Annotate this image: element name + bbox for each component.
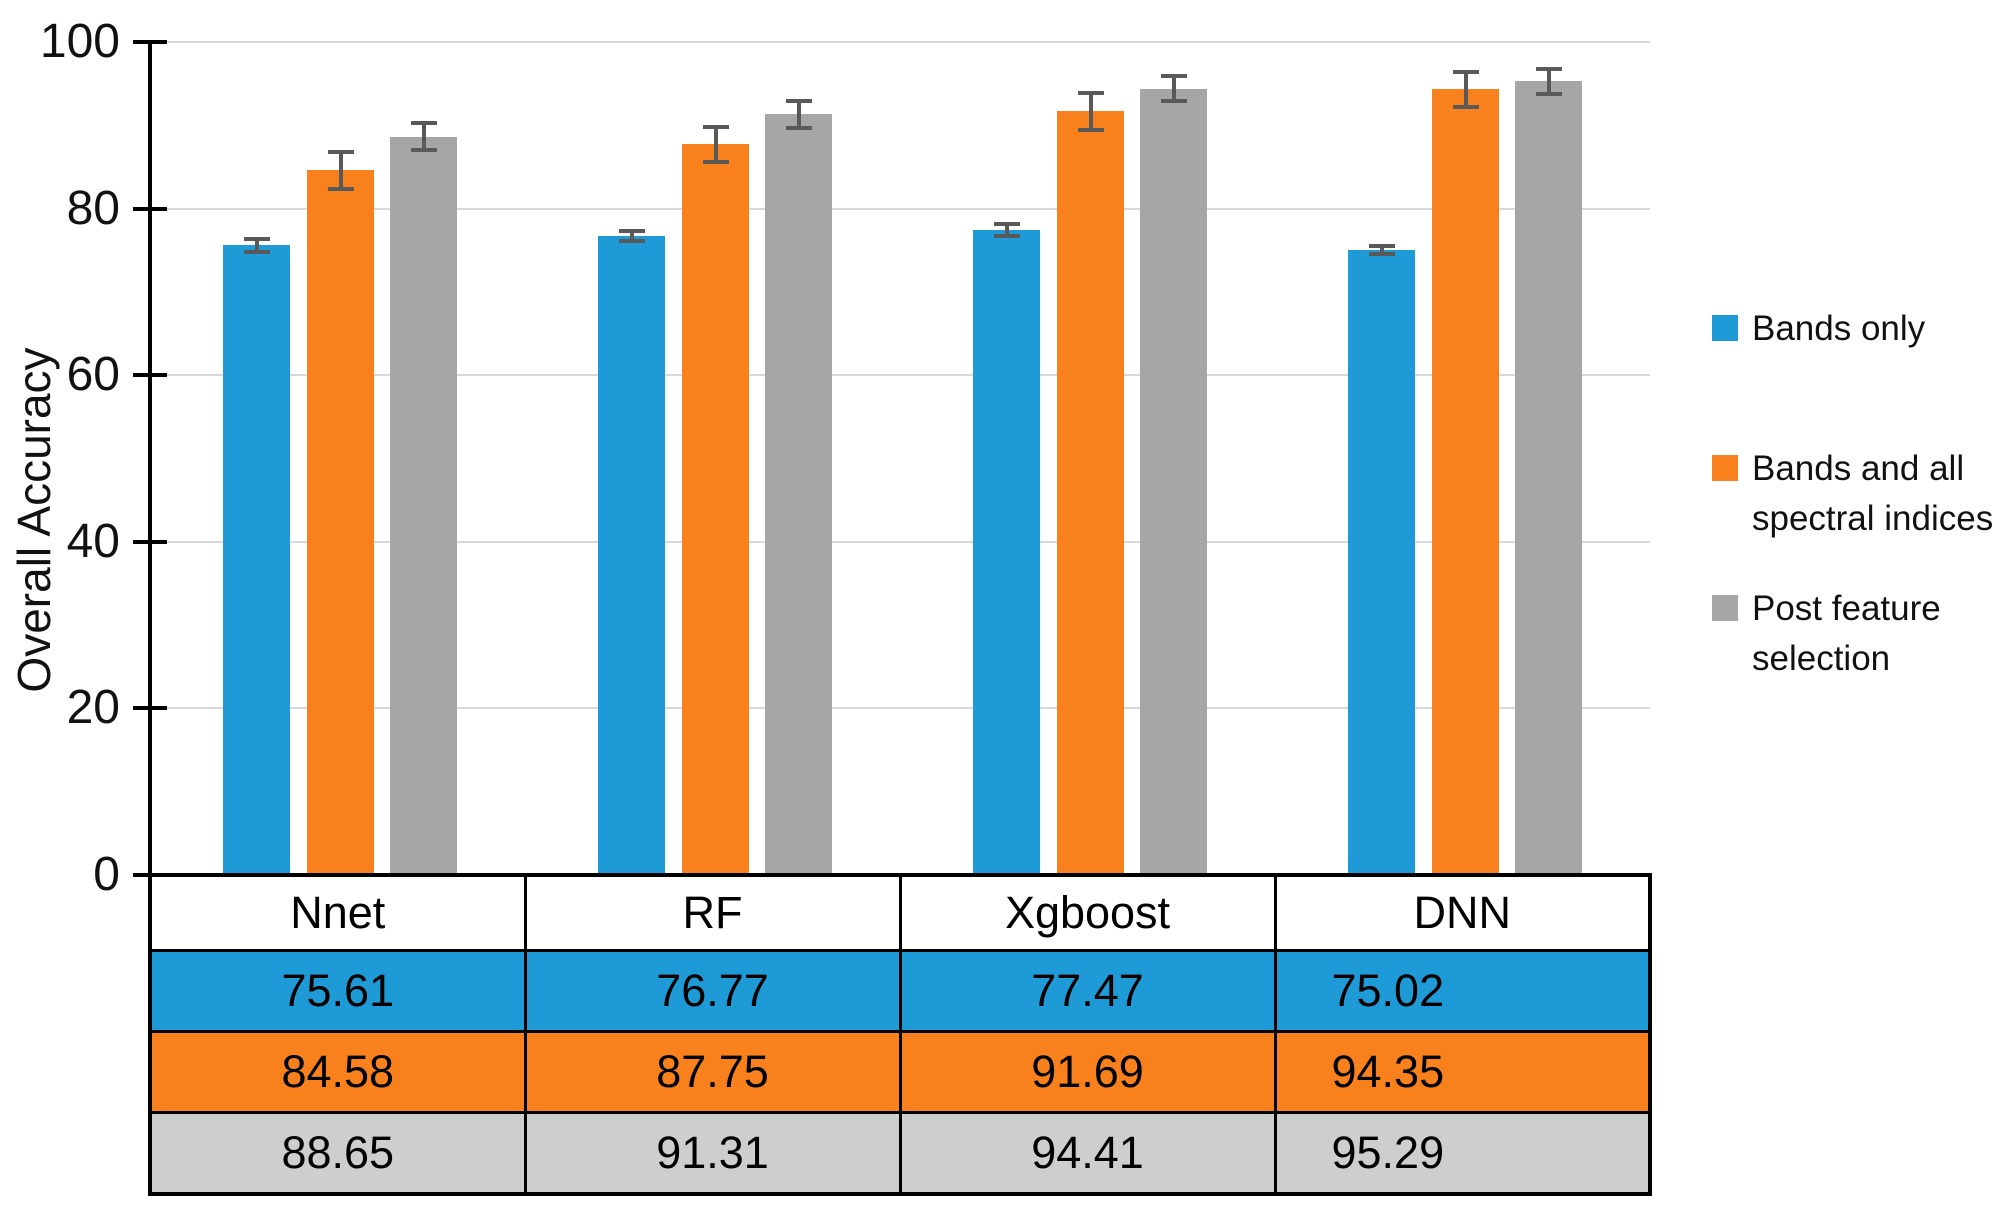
table-cell: 94.41 <box>898 1111 1277 1196</box>
error-bar-cap <box>618 228 645 233</box>
error-bar <box>629 230 634 241</box>
data-table-header: Nnet RF Xgboost DNN <box>148 873 1652 952</box>
error-bar-cap <box>702 159 729 164</box>
error-bar-cap <box>618 238 645 243</box>
table-cell: 77.47 <box>898 949 1277 1033</box>
table-cell: 75.02 <box>1273 949 1652 1033</box>
error-bar <box>1463 71 1468 107</box>
error-bar <box>1379 245 1384 255</box>
table-cell: 94.35 <box>1273 1030 1652 1114</box>
error-bar-cap <box>1452 104 1479 109</box>
bar <box>1140 88 1207 875</box>
error-bar-cap <box>1452 69 1479 74</box>
y-axis-tick-label: 20 <box>66 681 120 735</box>
error-bar-cap <box>1535 91 1562 96</box>
error-bar-cap <box>243 236 270 241</box>
table-cell: 87.75 <box>523 1030 902 1114</box>
bar <box>973 229 1040 875</box>
gridline <box>150 540 1650 543</box>
legend-label: Post feature selection <box>1752 589 1941 678</box>
error-bar <box>421 123 426 150</box>
error-bar-cap <box>993 233 1020 238</box>
bar <box>1348 250 1415 875</box>
error-bar <box>1088 92 1093 130</box>
error-bar-cap <box>243 249 270 254</box>
data-table-body: 75.61 76.77 77.47 75.02 84.58 87.75 91.69 94.35… <box>148 949 1652 1196</box>
table-cell: 75.61 <box>148 949 527 1033</box>
y-axis-tick <box>133 706 167 711</box>
table-header-cell: RF <box>523 873 902 952</box>
legend-item: Bands and all spectral indices <box>1712 444 1993 544</box>
error-bar-cap <box>993 221 1020 226</box>
bar <box>1432 89 1499 875</box>
data-table-wrap: Nnet RF Xgboost DNN 75.61 76.77 77.47 75.02 84.… <box>148 873 1652 1196</box>
bar <box>598 235 665 875</box>
table-row: 88.65 91.31 94.41 95.29 <box>148 1111 1652 1196</box>
table-header-cell: DNN <box>1273 873 1652 952</box>
bar <box>765 114 832 875</box>
table-row: 75.61 76.77 77.47 75.02 <box>148 949 1652 1033</box>
table-cell: 91.69 <box>898 1030 1277 1114</box>
table-cell: 91.31 <box>523 1111 902 1196</box>
error-bar <box>254 238 259 252</box>
error-bar-cap <box>1160 99 1187 104</box>
bar <box>390 136 457 875</box>
bar <box>307 170 374 875</box>
y-axis-tick-label: 100 <box>39 15 120 68</box>
error-bar-cap <box>1160 74 1187 79</box>
error-bar-cap <box>1368 243 1395 248</box>
y-axis-tick-label: 40 <box>66 514 120 568</box>
table-row: 84.58 87.75 91.69 94.35 <box>148 1030 1652 1114</box>
table-header-cell: Xgboost <box>898 873 1277 952</box>
error-bar-cap <box>1077 127 1104 132</box>
legend-swatch-icon <box>1712 315 1738 341</box>
error-bar-cap <box>785 99 812 104</box>
error-bar-cap <box>702 124 729 129</box>
table-header-cell: Nnet <box>148 873 527 952</box>
gridline <box>150 374 1650 377</box>
y-axis-tick-label: 0 <box>93 848 120 901</box>
y-axis-tick <box>133 206 167 211</box>
y-axis-tick-label: 60 <box>66 348 120 402</box>
y-axis-tick <box>133 539 167 544</box>
error-bar <box>713 126 718 162</box>
error-bar-cap <box>785 125 812 130</box>
table-cell: 88.65 <box>148 1111 527 1196</box>
table-cell: 84.58 <box>148 1030 527 1114</box>
error-bar <box>796 101 801 128</box>
legend-label: Bands and all spectral indices <box>1752 449 1994 538</box>
table-cell: 95.29 <box>1273 1111 1652 1196</box>
y-axis-line <box>148 40 152 875</box>
error-bar <box>1171 76 1176 102</box>
bar <box>1057 111 1124 875</box>
gridline <box>150 41 1650 43</box>
error-bar-cap <box>1077 90 1104 95</box>
data-table: Nnet RF Xgboost DNN 75.61 76.77 77.47 75.02 84.… <box>148 873 1652 1196</box>
error-bar-cap <box>410 147 437 152</box>
y-axis-tick <box>133 373 167 378</box>
bar <box>682 144 749 875</box>
legend-swatch-icon <box>1712 595 1738 621</box>
gridline <box>150 707 1650 710</box>
error-bar-cap <box>1535 66 1562 71</box>
legend-item: Bands only <box>1712 304 1925 354</box>
error-bar <box>1004 223 1009 236</box>
legend-swatch-icon <box>1712 455 1738 481</box>
bar <box>223 245 290 875</box>
table-cell: 76.77 <box>523 949 902 1033</box>
y-axis-tick-label: 80 <box>66 181 120 235</box>
error-bar-cap <box>327 186 354 191</box>
error-bar <box>338 152 343 189</box>
y-axis-tick <box>133 40 167 44</box>
legend-item: Post feature selection <box>1712 584 1941 684</box>
legend-label: Bands only <box>1752 309 1926 348</box>
bar <box>1515 81 1582 875</box>
error-bar-cap <box>410 121 437 126</box>
error-bar-cap <box>1368 252 1395 257</box>
error-bar <box>1546 68 1551 94</box>
error-bar-cap <box>327 150 354 155</box>
gridline <box>150 207 1650 210</box>
